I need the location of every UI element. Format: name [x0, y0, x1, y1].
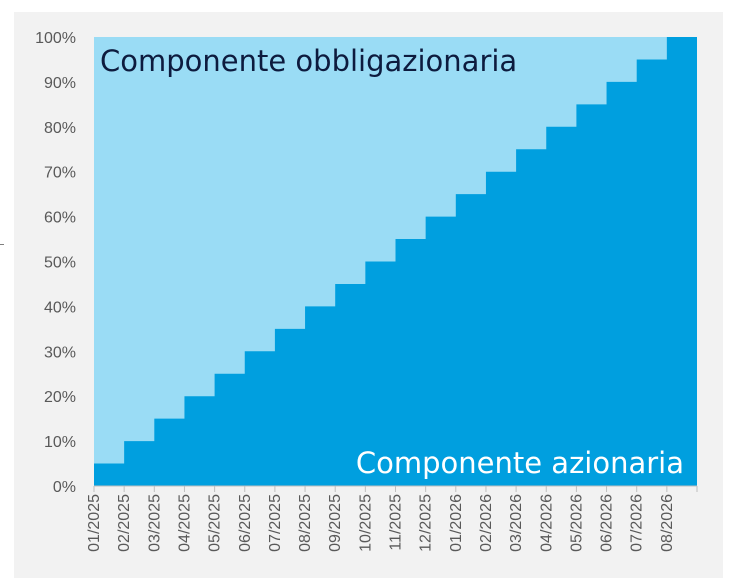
left-edge-mark — [0, 244, 4, 245]
y-tick-label: 30% — [44, 344, 76, 361]
y-axis: 0% 10% 20% 30% 40% 50% 60% 70% 80% 90% 100% — [35, 30, 76, 496]
y-tick-label: 50% — [44, 255, 76, 272]
x-tick-label: 05/2026 — [568, 494, 585, 552]
x-tick-label: 12/2025 — [418, 494, 435, 552]
x-tick-label: 01/2026 — [448, 494, 465, 552]
x-tick-label: 04/2025 — [176, 494, 193, 552]
x-tick-label: 08/2025 — [297, 494, 314, 552]
equity-series-label: Componente azionaria — [356, 446, 684, 480]
x-tick-label: 09/2025 — [327, 494, 344, 552]
x-tick-label: 01/2025 — [86, 494, 103, 552]
y-tick-label: 70% — [44, 165, 76, 182]
x-tick-label: 03/2026 — [508, 494, 525, 552]
y-tick-label: 80% — [44, 120, 76, 137]
y-tick-label: 60% — [44, 210, 76, 227]
x-tick-label: 06/2026 — [599, 494, 616, 552]
y-tick-label: 90% — [44, 75, 76, 92]
x-axis: 01/2025 02/2025 03/2025 04/2025 05/2025 06/20… — [86, 485, 698, 552]
x-tick-label: 10/2025 — [357, 494, 374, 552]
x-tick-label: 03/2025 — [146, 494, 163, 552]
y-tick-label: 0% — [53, 479, 76, 496]
x-tick-label: 04/2026 — [538, 494, 555, 552]
x-tick-label: 02/2025 — [116, 494, 133, 552]
x-tick-label: 02/2026 — [478, 494, 495, 552]
x-tick-label: 05/2025 — [207, 494, 224, 552]
x-tick-label: 06/2025 — [237, 494, 254, 552]
y-tick-label: 20% — [44, 389, 76, 406]
x-tick-label: 07/2026 — [629, 494, 646, 552]
x-tick-label: 08/2026 — [659, 494, 676, 552]
x-tick-label: 11/2025 — [388, 494, 405, 551]
x-tick-label: 07/2025 — [267, 494, 284, 552]
y-tick-label: 10% — [44, 434, 76, 451]
bond-series-label: Componente obbligazionaria — [100, 44, 517, 78]
y-tick-label: 40% — [44, 299, 76, 316]
y-tick-label: 100% — [35, 30, 76, 47]
equity-component-area — [94, 37, 697, 486]
